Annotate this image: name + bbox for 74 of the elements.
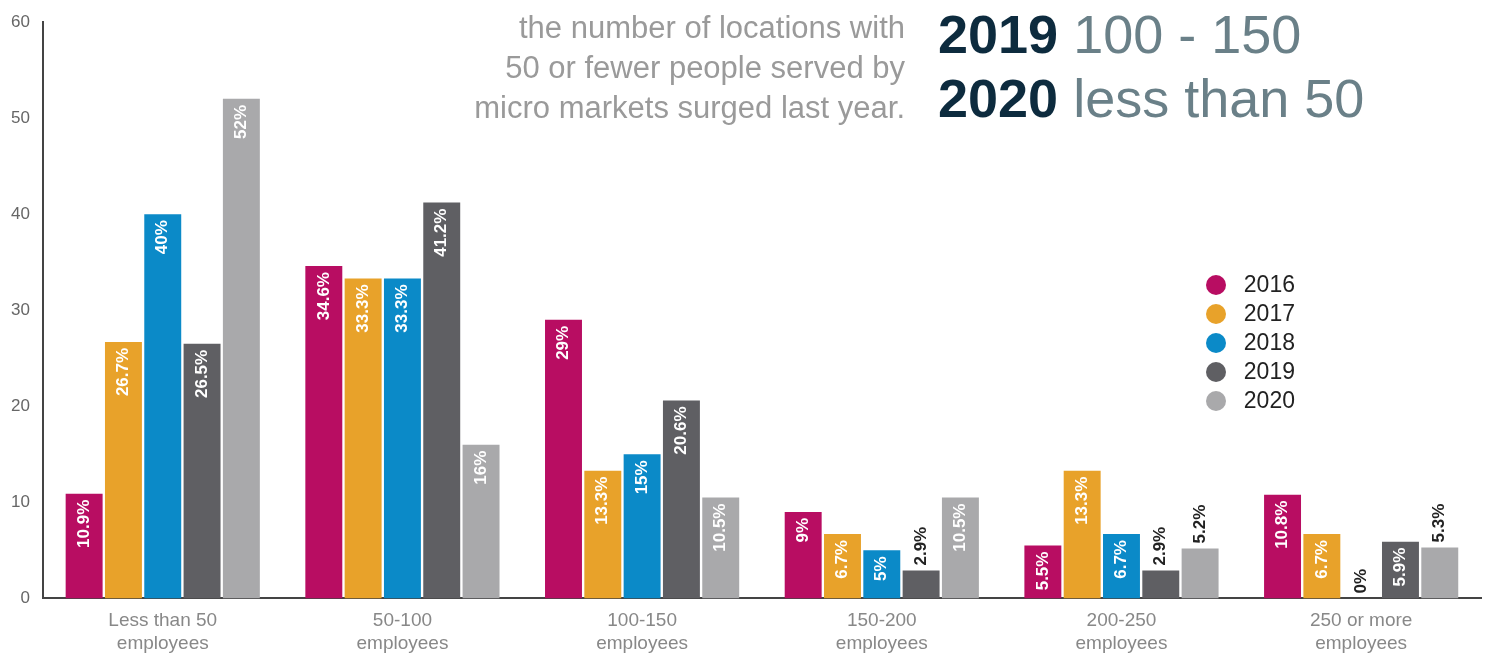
x-tick-label: 250 or more employees [1309,609,1413,653]
bar [144,214,182,599]
data-label: 26.5% [191,349,211,399]
bar [1264,494,1302,599]
bar [1142,570,1180,599]
data-label: 6.7% [1111,540,1131,579]
x-tick-label: 150-200 employees [835,609,928,653]
data-label: 5.5% [1032,551,1052,591]
bar [222,98,260,599]
data-label: 40% [152,220,172,255]
bar [344,278,382,599]
bar [784,511,822,599]
x-tick-label: Less than 50 employees [108,609,218,653]
x-tick-label: 100-150 employees [596,609,689,653]
data-label: 5.2% [1189,504,1209,544]
bar [902,570,940,599]
x-tick-label: 50-100 employees [356,609,449,653]
data-label: 33.3% [352,284,372,333]
bar [1181,548,1219,599]
data-label: 10.9% [73,499,93,548]
legend-label: 2016 [1243,270,1295,299]
data-label: 13.3% [1071,476,1091,525]
y-tick-label: 10 [10,492,30,512]
data-label: 41.2% [431,208,451,257]
y-tick-label: 40 [10,203,30,223]
bar [662,400,700,599]
data-label: 16% [470,450,490,485]
y-tick-label: 20 [10,395,30,415]
data-label: 13.3% [592,476,612,525]
data-label: 33.3% [392,284,412,333]
data-label: 10.5% [950,503,970,552]
y-tick-label: 60 [10,11,30,31]
data-label: 9% [792,517,812,543]
bar [1421,547,1459,599]
bar [1063,470,1101,599]
bar [462,444,500,599]
legend-label: 2019 [1243,357,1295,386]
legend-label: 2017 [1243,299,1295,328]
bar [383,278,421,599]
bar [65,493,103,599]
data-label: 29% [553,325,573,360]
bar [702,497,740,599]
data-label: 52% [231,104,251,139]
bar [941,497,979,599]
bar [104,341,142,599]
y-tick-label: 30 [10,299,30,319]
annotation: 2019 100 - 150 [938,4,1302,64]
data-label: 5.3% [1429,503,1449,543]
data-label: 34.6% [313,272,333,321]
data-label: 0% [1350,568,1370,594]
data-label: 20.6% [671,406,691,455]
bar [423,202,461,599]
bar [545,319,582,599]
annotation: the number of locations with 50 or fewer people served by micro markets surged last year. [474,9,905,127]
data-label: 2.9% [1150,526,1170,566]
data-label: 5.9% [1390,547,1410,587]
y-tick-label: 50 [10,107,30,127]
data-label: 26.7% [113,347,133,397]
data-label: 5% [871,556,891,581]
bar [584,470,622,599]
data-label: 6.7% [832,540,852,579]
annotation: 2020 less than 50 [938,68,1365,128]
data-label: 2.9% [910,526,930,566]
legend-label: 2020 [1243,386,1295,415]
data-label: 15% [631,460,651,495]
x-tick-label: 200-250 employees [1075,609,1168,653]
bar [305,266,343,599]
y-tick-label: 0 [20,588,30,608]
bar [183,343,221,599]
data-label: 10.5% [710,503,730,552]
bar [623,454,661,599]
legend-label: 2018 [1243,328,1295,357]
data-label: 10.8% [1272,500,1292,549]
data-label: 6.7% [1311,540,1331,579]
